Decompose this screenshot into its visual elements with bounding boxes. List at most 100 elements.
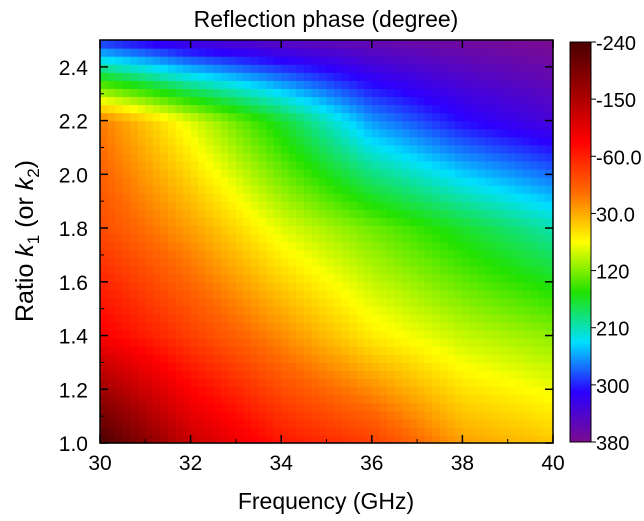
colorbar-tick-label: 300 [596, 376, 629, 398]
heatmap-cell [545, 346, 554, 355]
heatmap-cell [281, 112, 290, 122]
heatmap-cell [152, 112, 161, 122]
heatmap-cell [167, 314, 177, 323]
heatmap-cell [515, 289, 524, 299]
heatmap-cell [394, 410, 403, 420]
heatmap-cell [364, 322, 373, 331]
heatmap-cell [183, 177, 192, 186]
heatmap-cell [175, 112, 184, 122]
heatmap-cell [235, 330, 245, 339]
heatmap-cell [349, 241, 358, 251]
heatmap-cell [100, 289, 109, 299]
heatmap-cell [137, 305, 146, 315]
heatmap-cell [288, 241, 297, 251]
heatmap-cell [205, 297, 214, 307]
heatmap-cell [409, 378, 418, 388]
heatmap-cell [386, 80, 396, 89]
heatmap-cell [288, 410, 297, 420]
heatmap-cell [530, 112, 539, 122]
heatmap-cell [167, 289, 177, 299]
heatmap-cell [296, 56, 305, 65]
heatmap-cell [439, 136, 448, 146]
heatmap-cell [334, 177, 343, 186]
heatmap-cell [258, 305, 267, 315]
heatmap-cell [107, 249, 116, 259]
heatmap-cell [175, 64, 184, 73]
heatmap-cell [205, 402, 214, 412]
heatmap-cell [394, 289, 403, 299]
heatmap-cell [107, 160, 116, 170]
heatmap-cell [485, 289, 494, 299]
heatmap-cell [296, 330, 305, 339]
heatmap-cell [152, 257, 161, 267]
heatmap-cell [439, 177, 448, 186]
heatmap-cell [454, 144, 463, 154]
heatmap-cell [145, 64, 154, 73]
heatmap-cell [492, 120, 501, 130]
heatmap-cell [432, 209, 441, 218]
heatmap-cell [530, 104, 539, 114]
heatmap-cell [296, 72, 305, 81]
heatmap-cell [251, 152, 260, 162]
heatmap-cell [477, 152, 486, 162]
heatmap-cell [243, 297, 252, 307]
heatmap-cell [243, 402, 252, 412]
heatmap-cell [432, 289, 441, 299]
heatmap-cell [100, 80, 109, 89]
heatmap-cell [379, 394, 388, 404]
heatmap-cell [530, 265, 539, 275]
heatmap-cell [311, 168, 320, 178]
heatmap-cell [522, 418, 531, 428]
heatmap-cell [537, 88, 547, 98]
heatmap-cell [183, 168, 192, 178]
heatmap-cell [281, 120, 290, 130]
heatmap-cell [273, 193, 282, 202]
heatmap-cell [183, 136, 192, 146]
heatmap-cell [258, 72, 267, 81]
heatmap-cell [100, 305, 109, 315]
heatmap-cell [349, 56, 358, 65]
heatmap-cell [145, 241, 154, 251]
heatmap-cell [288, 281, 297, 291]
heatmap-cell [462, 217, 471, 226]
heatmap-cell [130, 257, 139, 267]
heatmap-cell [281, 64, 290, 73]
heatmap-cell [258, 96, 267, 106]
heatmap-cell [432, 297, 441, 307]
heatmap-cell [530, 370, 539, 380]
heatmap-cell [175, 233, 184, 243]
heatmap-cell [130, 104, 139, 114]
heatmap-cell [183, 378, 192, 388]
heatmap-cell [477, 88, 486, 98]
heatmap-cell [515, 386, 524, 396]
heatmap-cell [220, 418, 229, 428]
heatmap-cell [311, 88, 320, 98]
heatmap-cell [326, 330, 335, 339]
heatmap-cell [167, 330, 177, 339]
heatmap-cell [477, 241, 486, 251]
heatmap-cell [326, 160, 335, 170]
heatmap-cell [545, 152, 554, 162]
heatmap-cell [507, 434, 516, 444]
heatmap-cell [303, 80, 312, 89]
heatmap-cell [469, 402, 479, 412]
heatmap-cell [530, 40, 539, 49]
heatmap-cell [515, 64, 524, 73]
heatmap-cell [190, 152, 199, 162]
heatmap-cell [507, 201, 516, 210]
heatmap-cell [190, 314, 199, 323]
heatmap-cell [288, 233, 297, 243]
heatmap-cell [205, 370, 214, 380]
heatmap-cell [364, 410, 373, 420]
heatmap-cell [198, 330, 207, 339]
heatmap-cell [326, 233, 335, 243]
heatmap-cell [485, 418, 494, 428]
heatmap-cell [356, 217, 365, 226]
heatmap-cell [258, 88, 267, 98]
heatmap-cell [537, 241, 547, 251]
heatmap-cell [334, 273, 343, 283]
heatmap-cell [515, 257, 524, 267]
heatmap-cell [439, 233, 448, 243]
heatmap-cell [364, 346, 373, 355]
heatmap-cell [273, 314, 282, 323]
